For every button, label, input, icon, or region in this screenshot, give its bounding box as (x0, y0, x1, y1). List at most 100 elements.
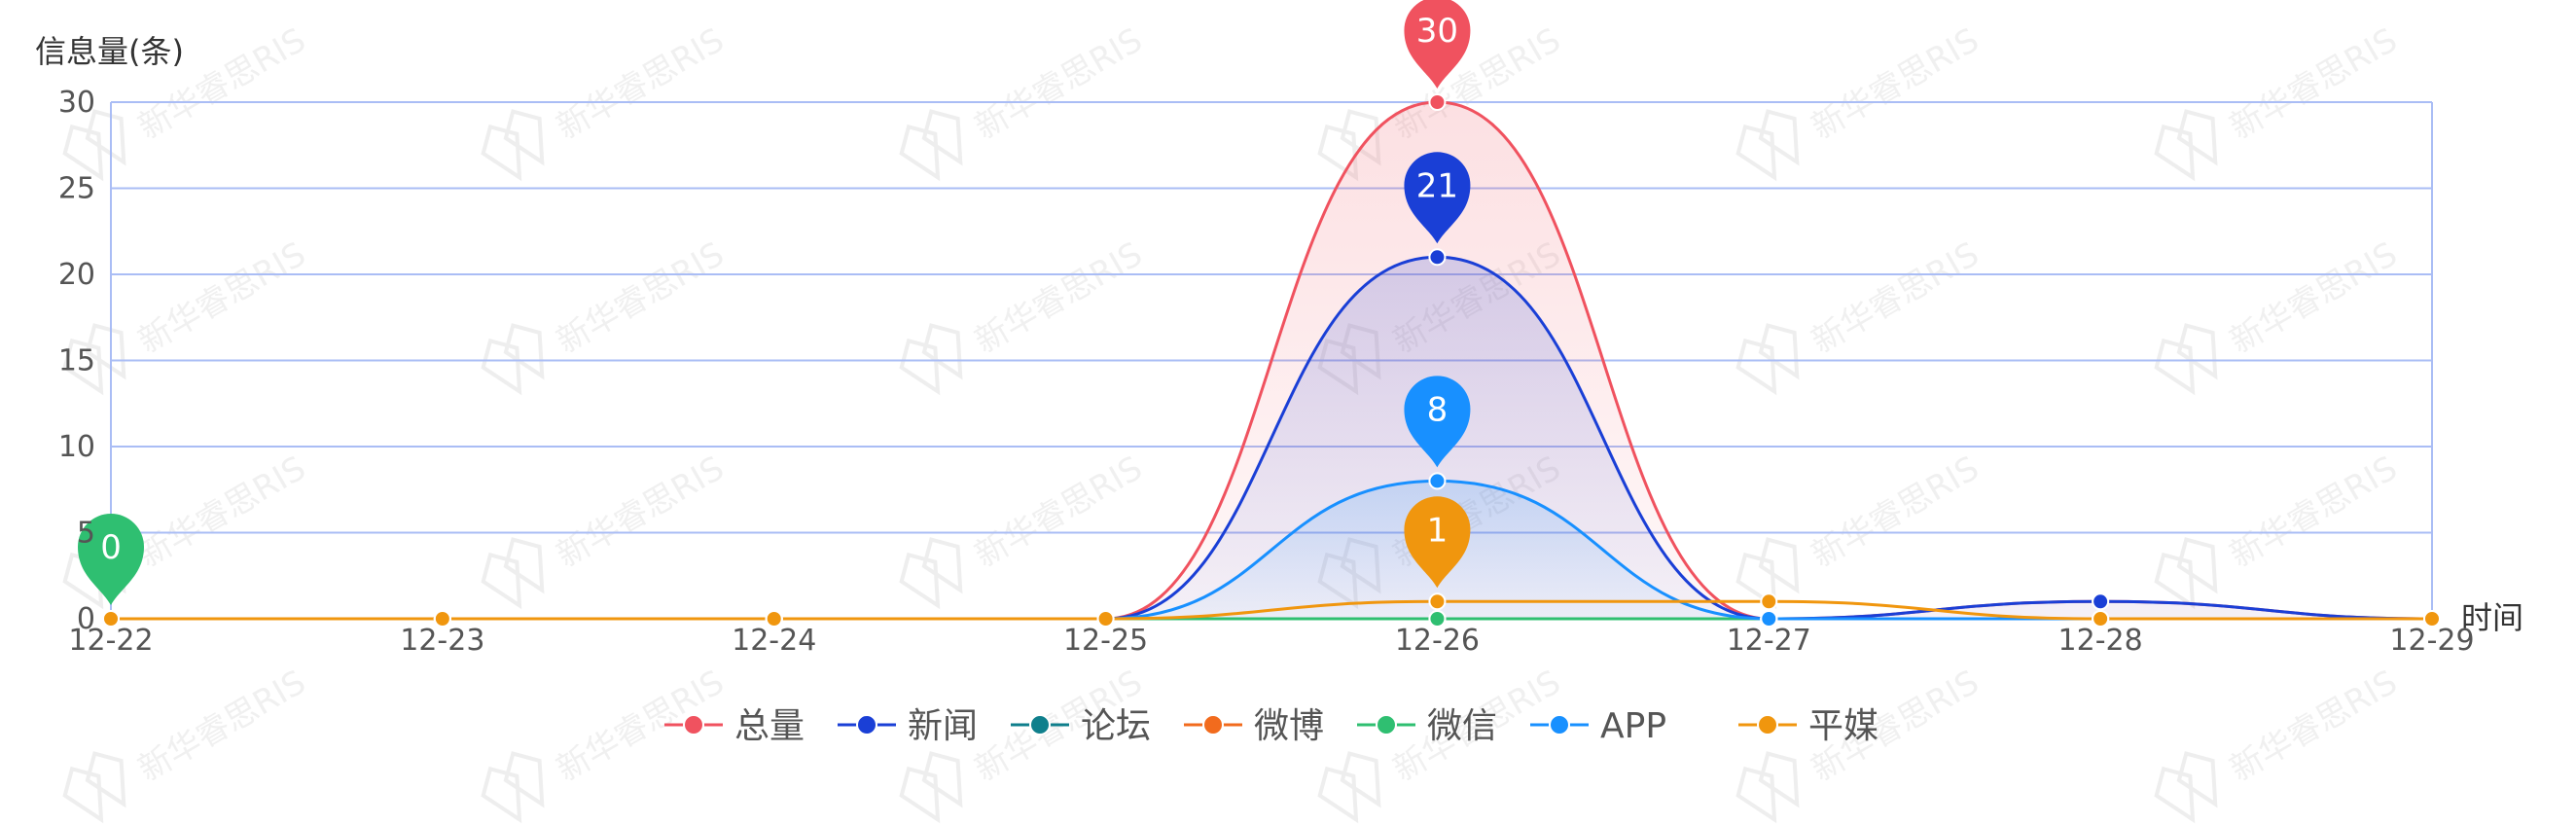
legend-label: 微博 (1254, 706, 1324, 746)
y-axis-title: 信息量(条) (35, 33, 184, 70)
x-tick-label: 12-28 (2058, 624, 2143, 658)
legend-marker (1029, 714, 1051, 735)
watermark-text: 新华睿思RIS (2223, 20, 2404, 147)
watermark: 新华睿思RIS (481, 448, 731, 610)
pin-平媒: 1 (1404, 496, 1471, 589)
data-point-平媒[interactable] (102, 610, 120, 628)
watermark-text: 新华睿思RIS (968, 234, 1149, 361)
y-tick-label: 30 (58, 86, 95, 120)
watermark: 新华睿思RIS (899, 448, 1149, 610)
y-tick-label: 10 (58, 430, 95, 464)
data-point-APP[interactable] (1428, 472, 1447, 490)
pin-label: 30 (1416, 12, 1458, 51)
data-point-平媒[interactable] (433, 610, 451, 628)
legend-item-微信[interactable]: 微信 (1357, 706, 1497, 746)
legend-label: APP (1600, 706, 1666, 746)
watermark: 新华睿思RIS (481, 20, 731, 182)
watermark: 新华睿思RIS (2154, 234, 2404, 396)
x-axis-title: 时间 (2461, 599, 2523, 636)
legend-marker (1549, 714, 1570, 735)
x-tick-label: 12-27 (1727, 624, 1811, 658)
watermark: 新华睿思RIS (2154, 448, 2404, 610)
pin-新闻: 21 (1404, 152, 1471, 244)
watermark-text: 新华睿思RIS (968, 448, 1149, 575)
pin-APP: 8 (1404, 376, 1471, 468)
watermark-text: 新华睿思RIS (2223, 448, 2404, 575)
data-point-新闻[interactable] (2092, 592, 2110, 611)
data-point-平媒[interactable] (765, 610, 783, 628)
y-tick-label: 5 (77, 517, 95, 551)
legend[interactable]: 总量 新闻 论坛 微博 微信 APP 平媒 (664, 706, 1878, 746)
x-tick-label: 12-24 (732, 624, 816, 658)
watermark: 新华睿思RIS (1735, 20, 1986, 182)
legend-label: 论坛 (1081, 706, 1151, 746)
watermark-text: 新华睿思RIS (1805, 234, 1986, 361)
legend-label: 微信 (1427, 706, 1497, 746)
data-point-平媒[interactable] (1428, 592, 1447, 611)
watermark-text: 新华睿思RIS (550, 20, 731, 147)
legend-item-新闻[interactable]: 新闻 (838, 706, 978, 746)
data-point-平媒[interactable] (1096, 610, 1115, 628)
pin-label: 8 (1427, 390, 1449, 429)
watermark: 新华睿思RIS (1735, 448, 1986, 610)
legend-label: 总量 (734, 706, 805, 746)
watermark-text: 新华睿思RIS (131, 234, 312, 361)
watermark-text: 新华睿思RIS (550, 448, 731, 575)
pin-总量: 30 (1404, 0, 1471, 89)
series-lines (111, 100, 2433, 621)
watermark-text: 新华睿思RIS (131, 663, 312, 789)
watermark-layer: 新华睿思RIS 新华睿思RIS 新华睿思RIS 新华睿思RIS 新华睿思RIS 新华睿思R… (62, 20, 2404, 824)
data-point-平媒[interactable] (1760, 592, 1778, 611)
pin-annotations: 30 21 8 1 0 (78, 0, 1471, 605)
watermark-text: 新华睿思RIS (131, 448, 312, 575)
data-point-微信[interactable] (1428, 610, 1447, 628)
legend-marker (1202, 714, 1224, 735)
data-point-新闻[interactable] (1428, 248, 1447, 267)
watermark-text: 新华睿思RIS (2223, 663, 2404, 789)
legend-label: 平媒 (1808, 706, 1878, 746)
y-tick-label: 0 (77, 602, 95, 636)
legend-item-论坛[interactable]: 论坛 (1011, 706, 1151, 746)
watermark-text: 新华睿思RIS (2223, 234, 2404, 361)
legend-item-APP[interactable]: APP (1530, 706, 1666, 746)
data-point-APP[interactable] (1760, 610, 1778, 628)
series-line-平媒 (111, 599, 2432, 621)
y-tick-label: 20 (58, 258, 95, 292)
watermark: 新华睿思RIS (481, 234, 731, 396)
watermark-text: 新华睿思RIS (1805, 448, 1986, 575)
pin-label: 21 (1416, 166, 1458, 205)
legend-label: 新闻 (908, 706, 978, 746)
legend-item-总量[interactable]: 总量 (664, 706, 805, 746)
watermark: 新华睿思RIS (62, 663, 312, 824)
data-points (102, 93, 2441, 628)
watermark: 新华睿思RIS (899, 20, 1149, 182)
y-tick-label: 25 (58, 172, 95, 206)
x-tick-labels: 12-22 12-23 12-24 12-25 12-26 12-27 12-28 12-29 (68, 624, 2474, 658)
legend-item-微博[interactable]: 微博 (1184, 706, 1324, 746)
watermark: 新华睿思RIS (1735, 234, 1986, 396)
watermark: 新华睿思RIS (2154, 20, 2404, 182)
pin-label: 0 (100, 528, 122, 567)
pin-微信: 0 (78, 514, 144, 605)
legend-marker (1376, 714, 1397, 735)
x-tick-label: 12-25 (1063, 624, 1148, 658)
data-point-平媒[interactable] (2092, 610, 2110, 628)
legend-marker (856, 714, 877, 735)
x-tick-label: 12-26 (1395, 624, 1480, 658)
watermark-text: 新华睿思RIS (1805, 20, 1986, 147)
x-tick-label: 12-22 (68, 624, 153, 658)
x-tick-label: 12-29 (2389, 624, 2474, 658)
watermark: 新华睿思RIS (2154, 663, 2404, 824)
watermark-text: 新华睿思RIS (968, 20, 1149, 147)
data-point-平媒[interactable] (2423, 610, 2441, 628)
data-point-总量[interactable] (1428, 93, 1447, 111)
legend-item-平媒[interactable]: 平媒 (1738, 706, 1878, 746)
legend-marker (1757, 714, 1778, 735)
legend-marker (683, 714, 704, 735)
y-tick-labels: 0 5 10 15 20 25 30 (58, 86, 95, 636)
watermark-text: 新华睿思RIS (550, 234, 731, 361)
pin-label: 1 (1427, 511, 1449, 550)
x-tick-label: 12-23 (400, 624, 484, 658)
y-tick-label: 15 (58, 344, 95, 378)
